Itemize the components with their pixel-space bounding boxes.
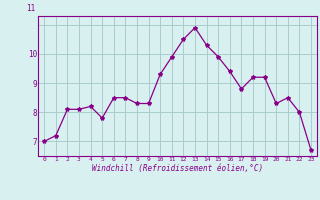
Text: 11: 11 [26, 4, 35, 13]
X-axis label: Windchill (Refroidissement éolien,°C): Windchill (Refroidissement éolien,°C) [92, 164, 263, 173]
